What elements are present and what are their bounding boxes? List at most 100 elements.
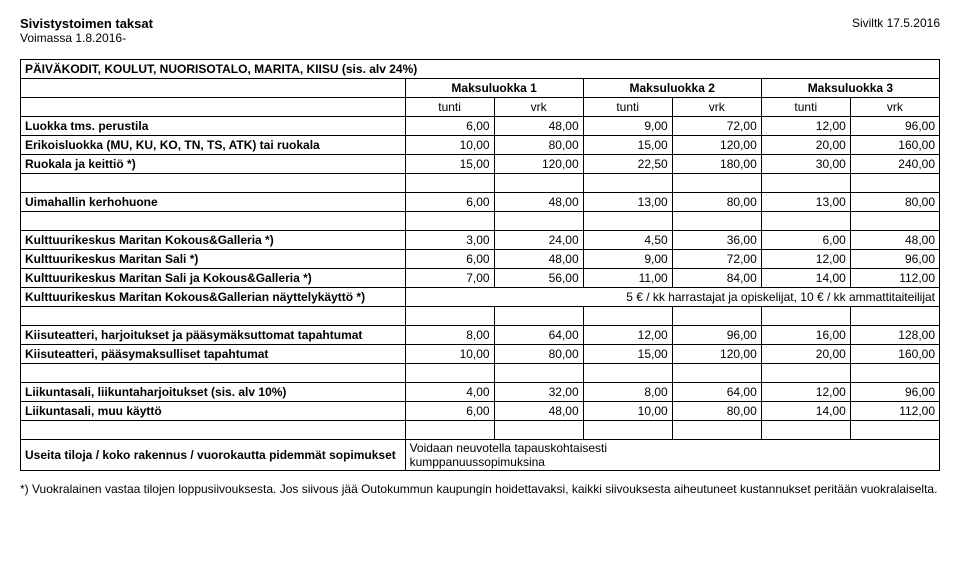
- row-label: Kiisuteatteri, pääsymaksulliset tapahtum…: [21, 345, 406, 364]
- sub-header: tunti: [583, 98, 672, 117]
- cell: 64,00: [672, 383, 761, 402]
- table-row: Kulttuurikeskus Maritan Kokous&Gallerian…: [21, 288, 940, 307]
- cell: 6,00: [405, 117, 494, 136]
- cell: 9,00: [583, 117, 672, 136]
- cell: 8,00: [583, 383, 672, 402]
- row-label: Erikoisluokka (MU, KU, KO, TN, TS, ATK) …: [21, 136, 406, 155]
- sopimus-line2: kumppanuussopimuksina: [410, 455, 545, 469]
- table-row: Ruokala ja keittiö *) 15,00 120,00 22,50…: [21, 155, 940, 174]
- cell: 48,00: [494, 117, 583, 136]
- blank-row: [21, 421, 940, 440]
- cell: 10,00: [405, 136, 494, 155]
- cell: 120,00: [494, 155, 583, 174]
- cell: 14,00: [761, 269, 850, 288]
- cell: 13,00: [761, 193, 850, 212]
- cell: 6,00: [761, 231, 850, 250]
- cell: 10,00: [583, 402, 672, 421]
- cell: 12,00: [761, 117, 850, 136]
- cell: 120,00: [672, 136, 761, 155]
- cell-text: 5 € / kk harrastajat ja opiskelijat, 10 …: [405, 288, 939, 307]
- cell: 14,00: [761, 402, 850, 421]
- cell: 96,00: [850, 117, 939, 136]
- cell: 3,00: [405, 231, 494, 250]
- header-left: Sivistystoimen taksat Voimassa 1.8.2016-: [20, 16, 153, 45]
- cell: 7,00: [405, 269, 494, 288]
- group-header-3: Maksuluokka 3: [761, 79, 939, 98]
- table-row: Uimahallin kerhohuone 6,00 48,00 13,00 8…: [21, 193, 940, 212]
- sub-header: vrk: [850, 98, 939, 117]
- section-title-row: PÄIVÄKODIT, KOULUT, NUORISOTALO, MARITA,…: [21, 60, 940, 79]
- cell: 12,00: [583, 326, 672, 345]
- cell: 6,00: [405, 250, 494, 269]
- row-label: Useita tiloja / koko rakennus / vuorokau…: [21, 440, 406, 471]
- cell: 72,00: [672, 117, 761, 136]
- table-row: Liikuntasali, liikuntaharjoitukset (sis.…: [21, 383, 940, 402]
- blank-cell: [21, 79, 406, 98]
- cell: 48,00: [494, 402, 583, 421]
- cell: 9,00: [583, 250, 672, 269]
- cell: 10,00: [405, 345, 494, 364]
- cell: 15,00: [583, 345, 672, 364]
- cell: 20,00: [761, 136, 850, 155]
- cell: 4,50: [583, 231, 672, 250]
- row-label: Kulttuurikeskus Maritan Sali *): [21, 250, 406, 269]
- table-row: Kulttuurikeskus Maritan Sali *) 6,00 48,…: [21, 250, 940, 269]
- row-label: Kiisuteatteri, harjoitukset ja pääsymäks…: [21, 326, 406, 345]
- table-row: Kiisuteatteri, pääsymaksulliset tapahtum…: [21, 345, 940, 364]
- blank-cell: [21, 98, 406, 117]
- cell: 32,00: [494, 383, 583, 402]
- table-row: Useita tiloja / koko rakennus / vuorokau…: [21, 440, 940, 471]
- footnote: *) Vuokralainen vastaa tilojen loppusiiv…: [20, 481, 940, 497]
- sopimus-line1: Voidaan neuvotella tapauskohtaisesti: [410, 441, 607, 455]
- cell: 24,00: [494, 231, 583, 250]
- cell: 48,00: [494, 193, 583, 212]
- group-header-1: Maksuluokka 1: [405, 79, 583, 98]
- cell: 96,00: [850, 383, 939, 402]
- row-label: Kulttuurikeskus Maritan Kokous&Gallerian…: [21, 288, 406, 307]
- cell: 30,00: [761, 155, 850, 174]
- group-header-2: Maksuluokka 2: [583, 79, 761, 98]
- cell: 15,00: [583, 136, 672, 155]
- cell: 80,00: [494, 345, 583, 364]
- table-row: Kulttuurikeskus Maritan Kokous&Galleria …: [21, 231, 940, 250]
- cell: 8,00: [405, 326, 494, 345]
- table-row: Kulttuurikeskus Maritan Sali ja Kokous&G…: [21, 269, 940, 288]
- row-label: Ruokala ja keittiö *): [21, 155, 406, 174]
- sub-header: vrk: [672, 98, 761, 117]
- cell: 6,00: [405, 193, 494, 212]
- page-header: Sivistystoimen taksat Voimassa 1.8.2016-…: [20, 16, 940, 45]
- row-label: Liikuntasali, liikuntaharjoitukset (sis.…: [21, 383, 406, 402]
- cell: 56,00: [494, 269, 583, 288]
- row-label: Kulttuurikeskus Maritan Kokous&Galleria …: [21, 231, 406, 250]
- table-row: Erikoisluokka (MU, KU, KO, TN, TS, ATK) …: [21, 136, 940, 155]
- cell: 36,00: [672, 231, 761, 250]
- cell: 180,00: [672, 155, 761, 174]
- cell: 128,00: [850, 326, 939, 345]
- cell: 16,00: [761, 326, 850, 345]
- section-title: PÄIVÄKODIT, KOULUT, NUORISOTALO, MARITA,…: [21, 60, 940, 79]
- table-row: Luokka tms. perustila 6,00 48,00 9,00 72…: [21, 117, 940, 136]
- cell: 15,00: [405, 155, 494, 174]
- cell: 72,00: [672, 250, 761, 269]
- cell: 84,00: [672, 269, 761, 288]
- cell: 96,00: [672, 326, 761, 345]
- row-label: Liikuntasali, muu käyttö: [21, 402, 406, 421]
- cell-text: Voidaan neuvotella tapauskohtaisesti kum…: [405, 440, 939, 471]
- cell: 80,00: [672, 402, 761, 421]
- cell: 112,00: [850, 402, 939, 421]
- cell: 160,00: [850, 136, 939, 155]
- header-right: Siviltk 17.5.2016: [852, 16, 940, 45]
- doc-title: Sivistystoimen taksat: [20, 16, 153, 31]
- cell: 22,50: [583, 155, 672, 174]
- cell: 20,00: [761, 345, 850, 364]
- cell: 4,00: [405, 383, 494, 402]
- cell: 80,00: [672, 193, 761, 212]
- cell: 112,00: [850, 269, 939, 288]
- cell: 12,00: [761, 250, 850, 269]
- table-row: Liikuntasali, muu käyttö 6,00 48,00 10,0…: [21, 402, 940, 421]
- cell: 80,00: [494, 136, 583, 155]
- cell: 11,00: [583, 269, 672, 288]
- cell: 160,00: [850, 345, 939, 364]
- blank-row: [21, 174, 940, 193]
- cell: 80,00: [850, 193, 939, 212]
